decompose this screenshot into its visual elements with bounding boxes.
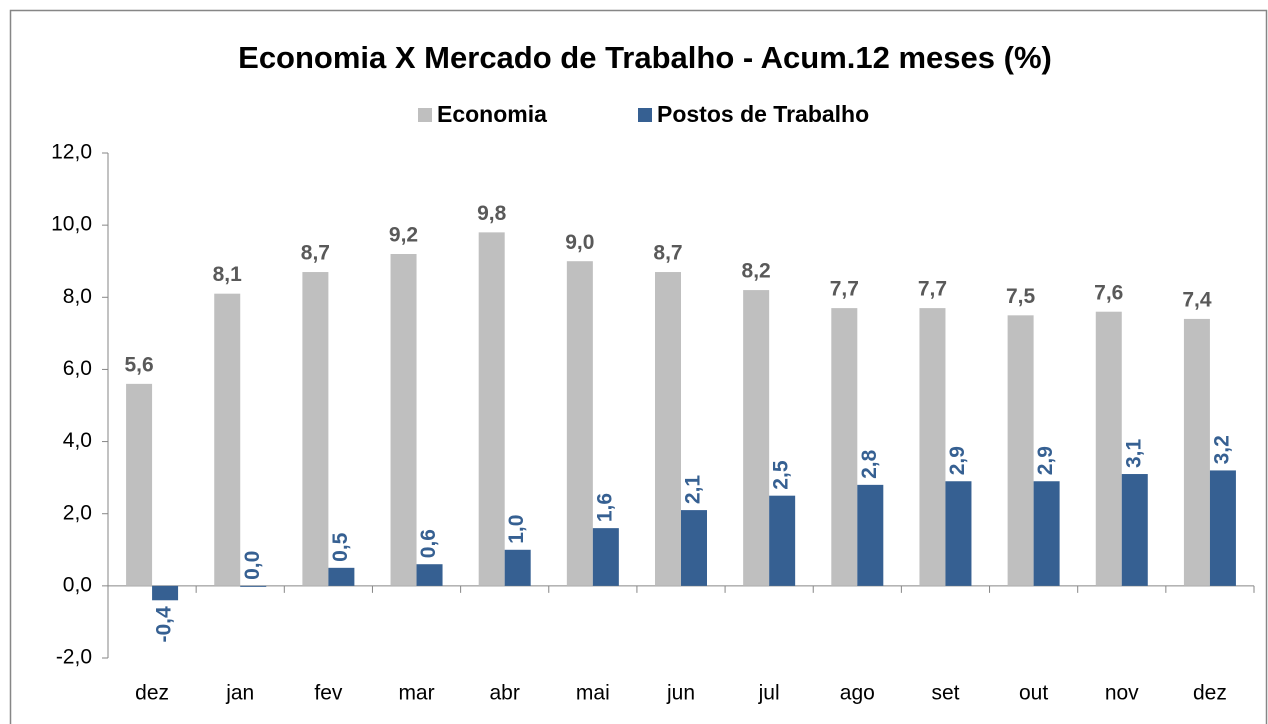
bar [769, 495, 796, 586]
bar [1209, 470, 1236, 586]
x-tick-label: jun [666, 682, 695, 705]
x-tick-label: mar [398, 682, 434, 705]
x-tick-label: abr [490, 682, 520, 705]
bar [566, 261, 593, 586]
bar [214, 293, 241, 586]
value-label: 9,0 [565, 231, 594, 254]
y-tick-label: 2,0 [63, 501, 92, 524]
x-tick-label: dez [135, 682, 169, 705]
value-label: 2,9 [946, 446, 969, 475]
bar [1095, 311, 1122, 586]
value-label: 1,0 [505, 515, 528, 544]
value-label: 7,7 [918, 278, 947, 301]
value-label: 1,6 [593, 493, 616, 522]
bar [945, 481, 972, 586]
bar [1183, 318, 1210, 586]
value-label: 3,2 [1210, 435, 1233, 464]
value-label: 9,2 [389, 224, 418, 247]
legend-label: Economia [437, 101, 547, 127]
y-tick-label: 0,0 [63, 573, 92, 596]
x-tick-label: set [931, 682, 959, 705]
x-tick-label: jan [225, 682, 254, 705]
value-label: 2,9 [1034, 446, 1057, 475]
bar [592, 528, 619, 586]
legend-label: Postos de Trabalho [657, 101, 869, 127]
value-label: 2,1 [682, 475, 705, 505]
bar [328, 567, 355, 586]
value-label: 0,5 [329, 532, 352, 562]
bar [390, 254, 417, 586]
value-label: 2,8 [858, 449, 881, 479]
value-label: 0,0 [241, 551, 264, 580]
value-label: 7,6 [1094, 281, 1123, 304]
bar [504, 549, 531, 586]
value-label: 5,6 [124, 353, 153, 376]
x-tick-label: jul [758, 682, 780, 705]
legend-swatch [638, 108, 652, 122]
value-label: 2,5 [770, 460, 793, 490]
y-tick-label: -2,0 [56, 646, 92, 669]
bar [1007, 315, 1034, 586]
bar [681, 510, 707, 586]
bar [152, 585, 179, 601]
y-tick-label: 4,0 [63, 429, 92, 452]
bar [302, 272, 329, 586]
bar [1033, 481, 1060, 586]
value-label: -0,4 [153, 606, 176, 643]
x-tick-label: fev [314, 682, 343, 705]
value-label: 7,4 [1182, 288, 1212, 311]
value-label: 7,5 [1006, 285, 1036, 308]
value-label: 9,8 [477, 202, 507, 225]
x-tick-label: nov [1105, 682, 1139, 705]
value-label: 8,7 [653, 242, 682, 265]
y-tick-label: 6,0 [63, 357, 92, 380]
bar [416, 564, 443, 586]
value-label: 0,6 [417, 529, 440, 558]
value-label: 7,7 [830, 278, 859, 301]
y-tick-label: 8,0 [63, 285, 92, 308]
value-label: 8,1 [213, 263, 243, 286]
bar [831, 308, 858, 586]
x-tick-label: out [1019, 682, 1048, 705]
chart-title: Economia X Mercado de Trabalho - Acum.12… [238, 40, 1052, 75]
bar [919, 308, 946, 586]
value-label: 8,7 [301, 242, 330, 265]
bar [126, 383, 153, 586]
legend-swatch [418, 108, 432, 122]
value-label: 8,2 [742, 260, 771, 283]
bar [1121, 474, 1148, 586]
y-tick-label: 12,0 [51, 141, 92, 164]
value-label: 3,1 [1122, 439, 1145, 469]
bar [240, 585, 267, 587]
x-tick-label: ago [840, 682, 875, 705]
bar [857, 484, 884, 586]
bar [743, 290, 770, 586]
x-tick-label: dez [1193, 682, 1227, 705]
y-tick-label: 10,0 [51, 213, 92, 236]
bar [655, 272, 681, 586]
x-tick-label: mai [576, 682, 610, 705]
bar [478, 232, 505, 586]
